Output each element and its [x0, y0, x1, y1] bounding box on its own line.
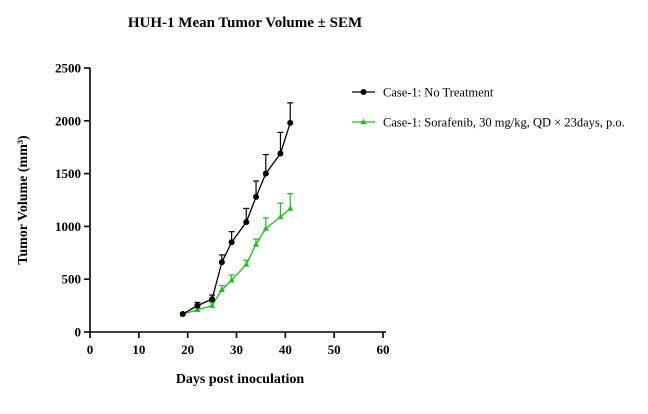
y-tick-label: 500 [62, 272, 82, 287]
series-line [182, 122, 291, 315]
data-point [243, 219, 250, 226]
y-axis-title-wrap: Tumor Volume (mm³) [16, 135, 31, 265]
data-point [228, 239, 235, 246]
y-tick-label: 1000 [55, 219, 81, 234]
data-point [252, 241, 260, 247]
series-layer [179, 102, 294, 318]
legend-marker [360, 89, 367, 95]
data-point [287, 119, 294, 126]
data-point [253, 193, 260, 200]
chart-title: HUH-1 Mean Tumor Volume ± SEM [128, 15, 362, 31]
legend: Case-1: No Treatment Case-1: Sorafenib, 3… [352, 86, 625, 130]
data-point [277, 213, 284, 220]
data-point [194, 306, 201, 313]
y-tick-label: 2000 [55, 113, 81, 128]
x-tick-label: 20 [181, 342, 194, 357]
data-point [179, 311, 186, 318]
x-axis-title: Days post inoculation [176, 372, 305, 387]
x-tick-label: 30 [230, 342, 243, 357]
data-point [277, 150, 284, 157]
x-tick-label: 60 [377, 342, 390, 357]
y-ticks: 0 500 1000 1500 2000 2500 [55, 61, 90, 340]
series-1 [179, 193, 294, 317]
y-tick-label: 1500 [55, 166, 81, 181]
x-tick-label: 40 [279, 342, 292, 357]
x-tick-label: 10 [132, 342, 145, 357]
data-point [262, 225, 269, 231]
data-point [262, 170, 269, 177]
legend-marker [360, 118, 367, 125]
data-point [287, 205, 294, 211]
y-tick-label: 2500 [55, 61, 81, 76]
series-0 [179, 102, 294, 318]
x-tick-label: 50 [328, 342, 341, 357]
x-tick-label: 0 [87, 342, 94, 357]
data-point [218, 286, 225, 292]
legend-label: Case-1: Sorafenib, 30 mg/kg, QD × 23days… [383, 116, 625, 130]
y-axis-title: Tumor Volume (mm³) [16, 135, 31, 265]
data-point [228, 277, 235, 283]
data-point [209, 302, 216, 308]
y-tick-label: 0 [75, 325, 82, 340]
data-point [194, 302, 201, 309]
legend-label: Case-1: No Treatment [383, 86, 494, 100]
series-line [182, 207, 291, 315]
data-point [243, 261, 250, 267]
data-point [209, 296, 216, 303]
x-ticks: 0 10 20 30 40 50 60 [87, 332, 390, 357]
data-point [218, 259, 225, 266]
